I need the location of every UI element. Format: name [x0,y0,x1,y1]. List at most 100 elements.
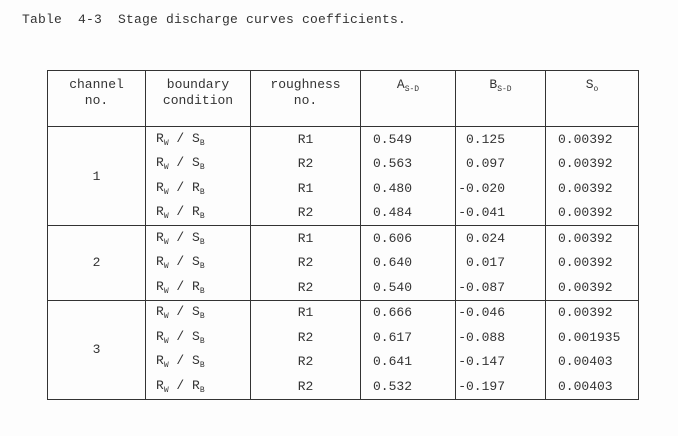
roughness-cell: R2 [250,275,361,300]
bc-symbol: R [192,377,200,393]
header-roughness: roughness no. [250,70,361,127]
s-cell: 0.00403 [545,374,639,399]
table-row: RW / RB R1 0.480 -0.020 0.00392 [48,176,639,201]
a-cell: 0.641 [360,349,456,374]
table-row: RW / RB R2 0.540 -0.087 0.00392 [48,275,639,300]
s-cell: 0.00403 [545,349,639,374]
bc-subscript: W [163,163,169,173]
b-cell: 0.017 [455,250,546,275]
table-row: RW / RB R2 0.532 -0.197 0.00403 [48,374,639,399]
bc-subscript: B [199,262,205,272]
a-cell: 0.540 [360,275,456,300]
table-row: 1 RW / SB R1 0.549 0.125 0.00392 [47,126,639,226]
bc-subscript: W [163,286,169,296]
bc-symbol: S [192,130,200,146]
table-row: 3 RW / SB R1 0.666 -0.046 0.00392 [47,299,639,399]
roughness-cell: R1 [250,225,361,251]
boundary-condition-cell: RW / RB [145,374,251,399]
boundary-condition-cell: RW / SB [145,225,251,251]
a-cell: 0.563 [360,151,456,176]
roughness-cell: R2 [250,325,361,350]
bc-symbol: R [156,204,164,220]
b-cell: -0.088 [455,325,546,350]
bc-symbol: R [192,179,200,195]
table-row: RW / SB R2 0.640 0.017 0.00392 [48,250,639,275]
boundary-condition-cell: RW / RB [145,176,251,201]
channel-cell: 3 [47,299,146,399]
bc-symbol: R [156,155,164,171]
a-cell: 0.532 [360,374,456,399]
boundary-condition-cell: RW / SB [145,151,251,176]
header-text: boundary [166,77,230,92]
bc-subscript: B [199,385,205,395]
s-cell: 0.00392 [545,250,639,275]
header-a: AS-D [360,70,456,127]
header-text: channel [69,77,124,92]
boundary-condition-cell: RW / RB [145,275,251,300]
bc-subscript: B [199,312,205,322]
bc-symbol: R [156,179,164,195]
roughness-cell: R2 [250,250,361,275]
table-row: 2 RW / SB R1 0.606 0.024 0.00392 [47,225,639,300]
a-cell: 0.484 [360,200,456,226]
table-row: RW / RB R2 0.484 -0.041 0.00392 [48,200,639,226]
bc-subscript: W [163,187,169,197]
s-cell: 0.00392 [545,275,639,300]
bc-symbol: R [192,204,200,220]
b-cell: 0.097 [455,151,546,176]
roughness-cell: R1 [250,126,361,152]
bc-symbol: S [192,328,200,344]
b-cell: -0.046 [455,299,546,325]
header-subscript: S-D [497,85,512,94]
bc-symbol: R [156,229,164,245]
bc-subscript: B [199,163,205,173]
roughness-cell: R1 [250,299,361,325]
header-text: S [585,77,594,92]
boundary-condition-cell: RW / RB [145,200,251,226]
s-cell: 0.00392 [545,225,639,251]
b-cell: -0.147 [455,349,546,374]
b-cell: 0.125 [455,126,546,152]
roughness-cell: R2 [250,151,361,176]
bc-symbol: S [192,229,200,245]
header-row: channel no. boundary condition roughness no… [47,70,639,127]
s-cell: 0.001935 [545,325,639,350]
s-cell: 0.00392 [545,200,639,226]
bc-subscript: B [199,138,205,148]
coefficients-table: channel no. boundary condition roughness no… [47,70,639,400]
bc-subscript: W [163,237,169,247]
bc-symbol: S [192,353,200,369]
b-cell: -0.020 [455,176,546,201]
s-cell: 0.00392 [545,176,639,201]
bc-symbol: R [156,328,164,344]
bc-subscript: W [163,361,169,371]
roughness-cell: R2 [250,200,361,226]
bc-subscript: W [163,212,169,222]
roughness-cell: R2 [250,349,361,374]
b-cell: -0.087 [455,275,546,300]
a-cell: 0.640 [360,250,456,275]
bc-subscript: B [199,237,205,247]
bc-subscript: B [199,361,205,371]
header-text: condition [162,93,234,108]
bc-symbol: S [192,304,200,320]
a-cell: 0.480 [360,176,456,201]
boundary-condition-cell: RW / SB [145,299,251,325]
roughness-cell: R2 [250,374,361,399]
header-boundary: boundary condition [145,70,251,127]
a-cell: 0.666 [360,299,456,325]
s-cell: 0.00392 [545,151,639,176]
table-row: RW / SB R2 0.563 0.097 0.00392 [48,151,639,176]
boundary-condition-cell: RW / SB [145,349,251,374]
header-b: BS-D [455,70,546,127]
bc-subscript: W [163,138,169,148]
bc-subscript: B [199,187,205,197]
bc-symbol: R [156,377,164,393]
table-row: RW / SB R2 0.617 -0.088 0.001935 [48,325,639,350]
bc-subscript: B [199,336,205,346]
bc-symbol: R [156,254,164,270]
boundary-condition-cell: RW / SB [145,325,251,350]
header-subscript: S-D [404,85,420,94]
bc-symbol: R [192,278,200,294]
bc-subscript: W [163,385,169,395]
